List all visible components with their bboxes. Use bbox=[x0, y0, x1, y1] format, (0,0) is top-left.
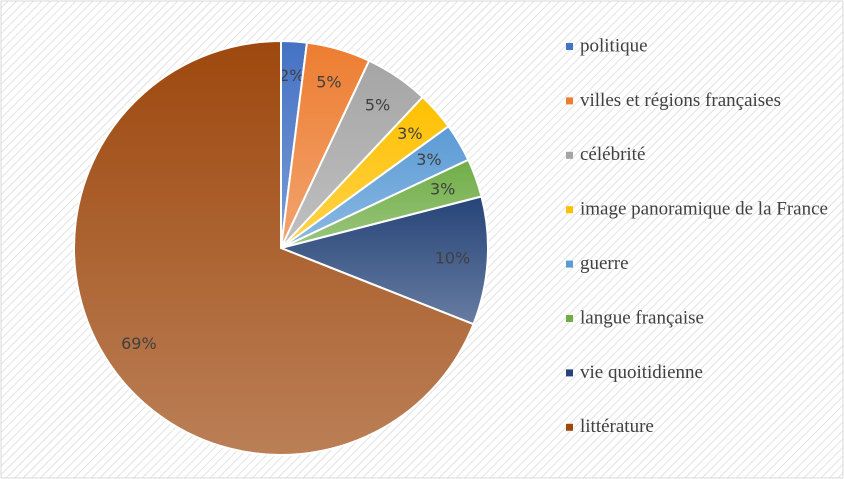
pie: 2% 5% 5% 3% 3% 3% 10% 69% bbox=[73, 39, 489, 456]
legend-swatch bbox=[566, 151, 573, 159]
legend: politique villes et régions françaises cél… bbox=[566, 35, 828, 437]
legend-swatch bbox=[566, 260, 573, 268]
pie-slice bbox=[73, 39, 475, 456]
legend-swatch bbox=[566, 423, 573, 431]
legend-label: guerre bbox=[580, 253, 629, 274]
pie-slice bbox=[277, 195, 489, 326]
legend-label: littérature bbox=[580, 416, 654, 437]
legend-label: langue française bbox=[580, 307, 704, 328]
data-label: 3% bbox=[397, 124, 422, 143]
legend-label: célébrité bbox=[580, 144, 645, 165]
legend-swatch bbox=[566, 97, 573, 105]
legend-label: image panoramique de la France bbox=[580, 199, 828, 220]
data-label: 5% bbox=[316, 73, 341, 92]
legend-swatch bbox=[566, 369, 573, 377]
legend-label: vie quoitidienne bbox=[580, 362, 703, 383]
data-label: 5% bbox=[365, 95, 390, 114]
legend-label: politique bbox=[580, 35, 648, 56]
data-label: 69% bbox=[121, 334, 157, 353]
legend-swatch bbox=[566, 206, 573, 214]
legend-label: villes et régions françaises bbox=[580, 90, 781, 111]
data-label: 2% bbox=[279, 66, 304, 85]
legend-swatch bbox=[566, 43, 573, 50]
data-label: 3% bbox=[430, 179, 455, 198]
legend-swatch bbox=[566, 315, 573, 322]
data-label: 10% bbox=[435, 248, 471, 267]
data-label: 3% bbox=[416, 150, 441, 169]
